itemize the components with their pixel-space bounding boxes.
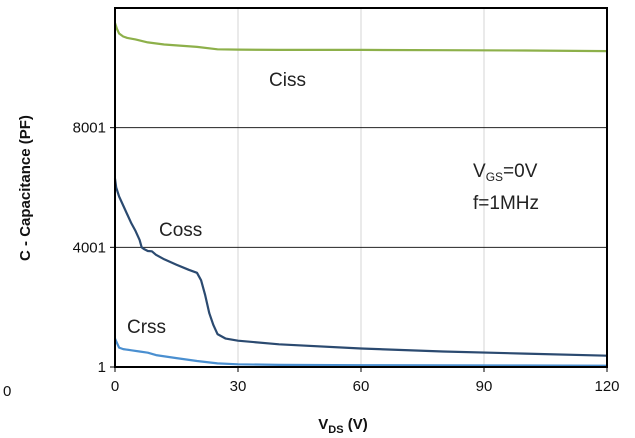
y-axis-label: C - Capacitance (PF) xyxy=(17,115,34,261)
vgs-rest: =0V xyxy=(503,161,538,182)
series-lines xyxy=(113,22,608,367)
y-tick-label: 8001 xyxy=(73,120,106,137)
ciss-label: Ciss xyxy=(269,70,306,91)
frequency-condition-label: f=1MHz xyxy=(473,193,539,214)
series-line-coss xyxy=(113,178,608,357)
stray-zero-label: 0 xyxy=(3,383,11,400)
y-tick-label: 1 xyxy=(98,359,106,376)
series-line-ciss xyxy=(113,22,608,53)
crss-label: Crss xyxy=(127,317,166,338)
x-axis-label-main: V xyxy=(318,416,328,433)
vgs-main: V xyxy=(473,161,486,182)
x-tick-label: 120 xyxy=(594,378,619,395)
coss-label: Coss xyxy=(159,220,202,241)
series-line-crss xyxy=(113,338,608,367)
y-tick-label: 4001 xyxy=(73,239,106,256)
x-tick-label: 90 xyxy=(476,378,493,395)
x-tick-labels: 0 30 60 90 120 xyxy=(111,367,620,395)
x-axis-label: VDS (V) xyxy=(318,416,367,436)
vgs-condition-label: VGS=0V xyxy=(473,161,538,184)
x-tick-label: 0 xyxy=(111,378,119,395)
y-tick-labels: 1 4001 8001 xyxy=(73,120,115,376)
x-axis-label-unit: (V) xyxy=(344,416,368,433)
x-axis-label-sub: DS xyxy=(328,424,343,436)
x-tick-label: 60 xyxy=(353,378,370,395)
vgs-sub: GS xyxy=(486,170,503,184)
x-tick-label: 30 xyxy=(230,378,247,395)
grid-lines xyxy=(115,8,607,367)
